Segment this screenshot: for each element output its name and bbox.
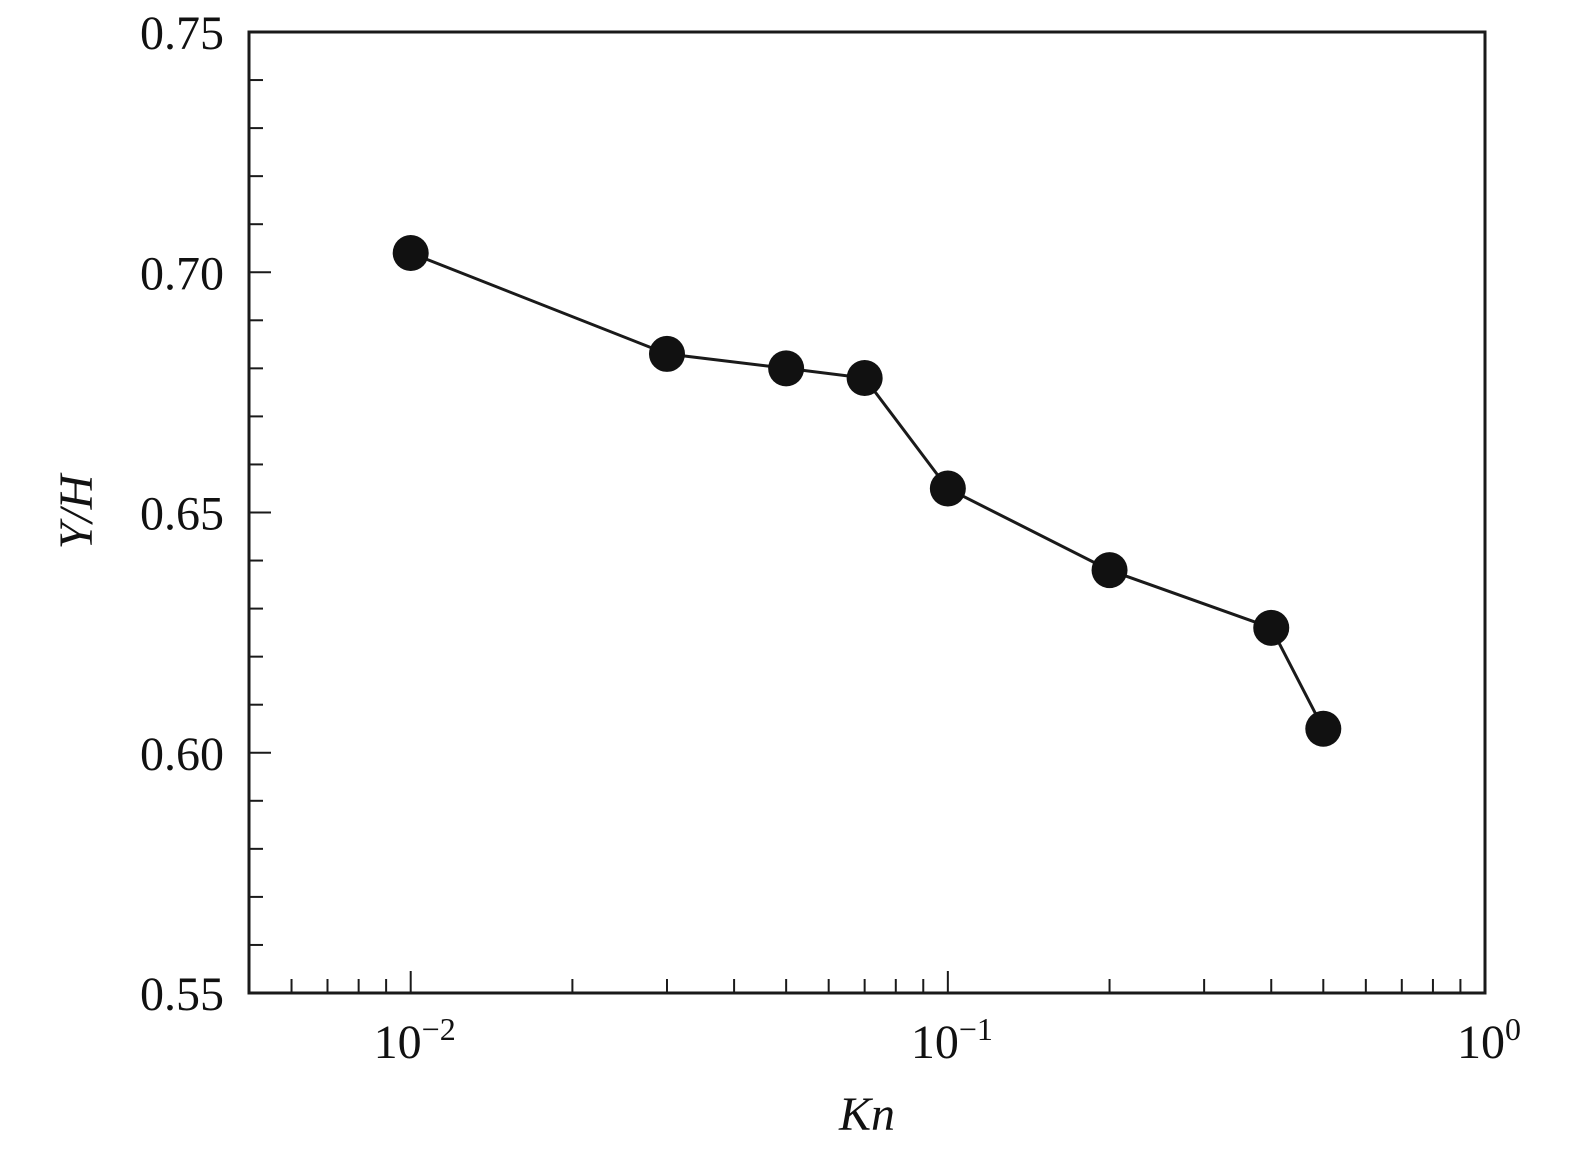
- x-tick-label: 100: [1457, 1011, 1521, 1069]
- x-minor-ticks: [290, 971, 1462, 993]
- y-tick-label: 0.65: [140, 488, 224, 541]
- y-tick-label: 0.60: [140, 728, 224, 781]
- data-point: [1253, 609, 1290, 646]
- data-point: [768, 350, 805, 387]
- x-tick-label: 10−2: [374, 1011, 456, 1069]
- data-point: [392, 235, 429, 272]
- x-tick-label-exponent: −2: [422, 1011, 456, 1047]
- x-axis-title: Kn: [838, 1088, 895, 1141]
- y-tick-label: 0.70: [140, 247, 224, 300]
- y-major-ticks: [249, 271, 271, 754]
- y-tick-label: 0.75: [140, 7, 224, 60]
- data-point: [648, 335, 685, 372]
- series-group: [392, 235, 1342, 747]
- data-point: [929, 470, 966, 507]
- y-tick-label: 0.55: [140, 968, 224, 1021]
- data-point: [1305, 710, 1342, 747]
- x-tick-label: 10−1: [911, 1011, 993, 1069]
- data-point: [1091, 552, 1128, 589]
- x-tick-label-base: 10: [1457, 1016, 1505, 1069]
- y-tick-labels: 0.55 0.60 0.65 0.70 0.75: [140, 7, 224, 1021]
- data-point: [846, 359, 883, 396]
- x-tick-label-exponent: 0: [1505, 1011, 1521, 1047]
- plot-frame: [247, 30, 1487, 995]
- x-tick-label-exponent: −1: [959, 1011, 993, 1047]
- x-tick-label-base: 10: [911, 1016, 959, 1069]
- y-axis-title: Y/H: [50, 472, 103, 549]
- y-minor-ticks: [249, 79, 263, 946]
- x-tick-labels: 10−2 10−1 100: [374, 1011, 1521, 1069]
- x-tick-label-base: 10: [374, 1016, 422, 1069]
- series-line: [410, 251, 1325, 730]
